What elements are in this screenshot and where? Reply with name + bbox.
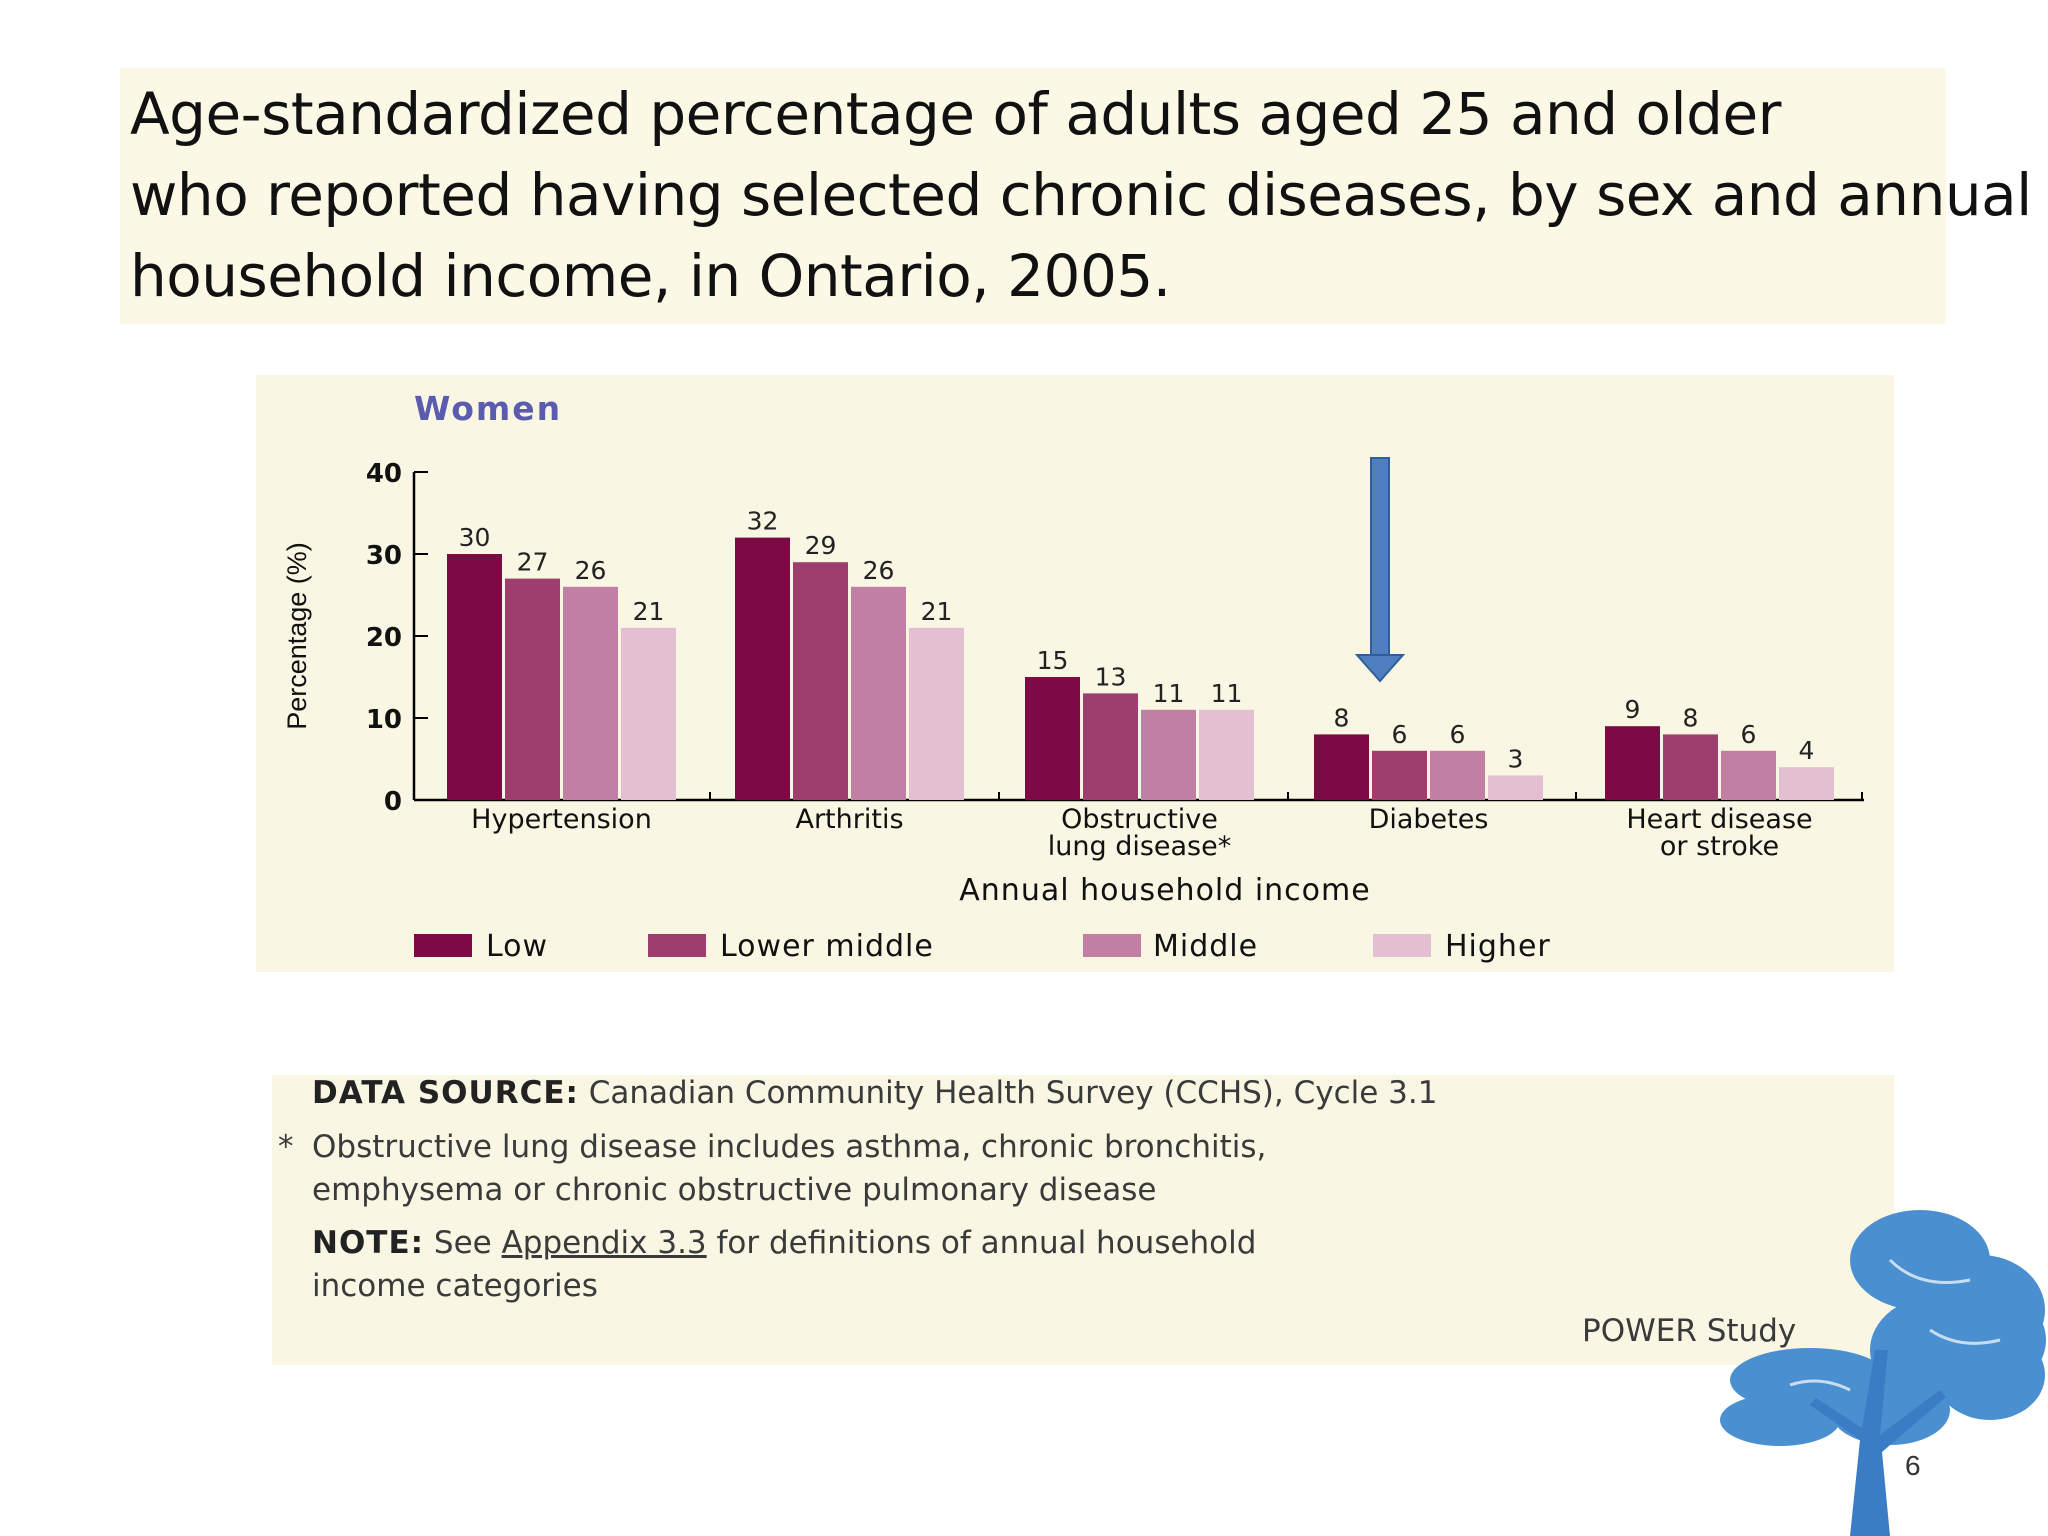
- bar: [563, 586, 618, 800]
- bar: [1721, 750, 1776, 800]
- bar-value-label: 8: [1683, 703, 1699, 732]
- note-line-2: income categories: [312, 1268, 598, 1304]
- category-label: Heart disease: [1626, 804, 1812, 835]
- legend-label: Lower middle: [720, 929, 934, 964]
- legend-swatch: [648, 934, 706, 957]
- legend-swatch: [1373, 934, 1431, 957]
- y-tick-label: 40: [366, 459, 402, 489]
- bar-value-label: 9: [1625, 695, 1641, 724]
- bar-value-label: 11: [1153, 679, 1185, 708]
- notes-box: DATA SOURCE: Canadian Community Health S…: [272, 1075, 1894, 1365]
- footnote-asterisk: *: [278, 1129, 294, 1165]
- bar-value-label: 21: [633, 597, 665, 626]
- arrow-shaft: [1370, 457, 1390, 657]
- data-source-text: Canadian Community Health Survey (CCHS),…: [588, 1075, 1438, 1111]
- legend-label: Higher: [1445, 929, 1551, 964]
- bar-value-label: 29: [805, 531, 837, 560]
- bar: [1314, 734, 1369, 800]
- category-label: Hypertension: [471, 804, 652, 835]
- appendix-link[interactable]: Appendix 3.3: [501, 1225, 707, 1261]
- bar: [1083, 693, 1138, 800]
- footnote-line-1: Obstructive lung disease includes asthma…: [312, 1129, 1267, 1165]
- bar: [1372, 750, 1427, 800]
- category-label: lung disease*: [1048, 831, 1232, 862]
- bar: [1779, 767, 1834, 800]
- bar-value-label: 6: [1392, 720, 1408, 749]
- note-label: NOTE:: [312, 1225, 425, 1261]
- bar-value-label: 3: [1508, 744, 1524, 773]
- bar-value-label: 15: [1037, 646, 1069, 675]
- bar-chart: Women 0 10 20 30 40 Percentage (%) 30 27 26 21 Hype…: [282, 389, 1864, 964]
- y-tick-label: 0: [384, 787, 402, 817]
- study-label: POWER Study: [1582, 1313, 1797, 1349]
- footnote-line-2: emphysema or chronic obstructive pulmona…: [312, 1172, 1157, 1208]
- title-box: Age-standardized percentage of adults ag…: [120, 68, 2032, 324]
- bar: [1663, 734, 1718, 800]
- y-tick-label: 30: [366, 541, 402, 571]
- bar: [1605, 726, 1660, 800]
- bar: [447, 554, 502, 800]
- bar-value-label: 32: [747, 507, 779, 536]
- category-label: Arthritis: [795, 804, 903, 835]
- bar-value-label: 4: [1799, 736, 1815, 765]
- bar-value-label: 8: [1334, 703, 1350, 732]
- bar: [1141, 709, 1196, 800]
- note-line-1: NOTE: See Appendix 3.3 for definitions o…: [312, 1225, 1256, 1261]
- bar: [505, 578, 560, 800]
- page-number: 6: [1905, 1450, 1921, 1481]
- chart-panel: Women 0 10 20 30 40 Percentage (%) 30 27 26 21 Hype…: [256, 375, 1894, 972]
- data-source-label: DATA SOURCE:: [312, 1075, 579, 1111]
- title-line-2: who reported having selected chronic dis…: [130, 161, 2032, 229]
- bar: [793, 562, 848, 800]
- note-see: See: [433, 1225, 492, 1261]
- category-label: Diabetes: [1369, 804, 1489, 835]
- x-axis-label: Annual household income: [959, 873, 1370, 908]
- tree-logo-icon: [1720, 1210, 2046, 1536]
- category-label: Obstructive: [1061, 804, 1218, 835]
- legend-swatch: [414, 934, 472, 957]
- y-axis-label: Percentage (%): [282, 542, 312, 730]
- y-tick-label: 20: [366, 623, 402, 653]
- arrow-head-icon: [1354, 654, 1406, 683]
- note-rest: for definitions of annual household: [716, 1225, 1257, 1261]
- title-line-1: Age-standardized percentage of adults ag…: [130, 80, 1782, 148]
- bar: [909, 627, 964, 800]
- bar-value-label: 26: [863, 556, 895, 585]
- bar: [1025, 677, 1080, 800]
- chart-title: Women: [414, 389, 562, 428]
- bar-value-label: 6: [1450, 720, 1466, 749]
- legend-label: Middle: [1153, 929, 1258, 964]
- bar-value-label: 27: [517, 548, 549, 577]
- bar: [1430, 750, 1485, 800]
- bar-value-label: 30: [459, 523, 491, 552]
- bar: [735, 537, 790, 800]
- bar-value-label: 13: [1095, 662, 1127, 691]
- legend-label: Low: [486, 929, 548, 964]
- bar-value-label: 6: [1741, 720, 1757, 749]
- bar: [621, 627, 676, 800]
- bar-value-label: 26: [575, 556, 607, 585]
- bar: [1199, 709, 1254, 800]
- bar-value-label: 11: [1211, 679, 1243, 708]
- data-source-line: DATA SOURCE: Canadian Community Health S…: [312, 1075, 1437, 1111]
- bar-value-label: 21: [921, 597, 953, 626]
- y-tick-label: 10: [366, 705, 402, 735]
- legend-swatch: [1083, 934, 1141, 957]
- bar: [851, 586, 906, 800]
- category-label: or stroke: [1660, 831, 1779, 862]
- title-line-3: household income, in Ontario, 2005.: [130, 242, 1171, 310]
- bar: [1488, 775, 1543, 800]
